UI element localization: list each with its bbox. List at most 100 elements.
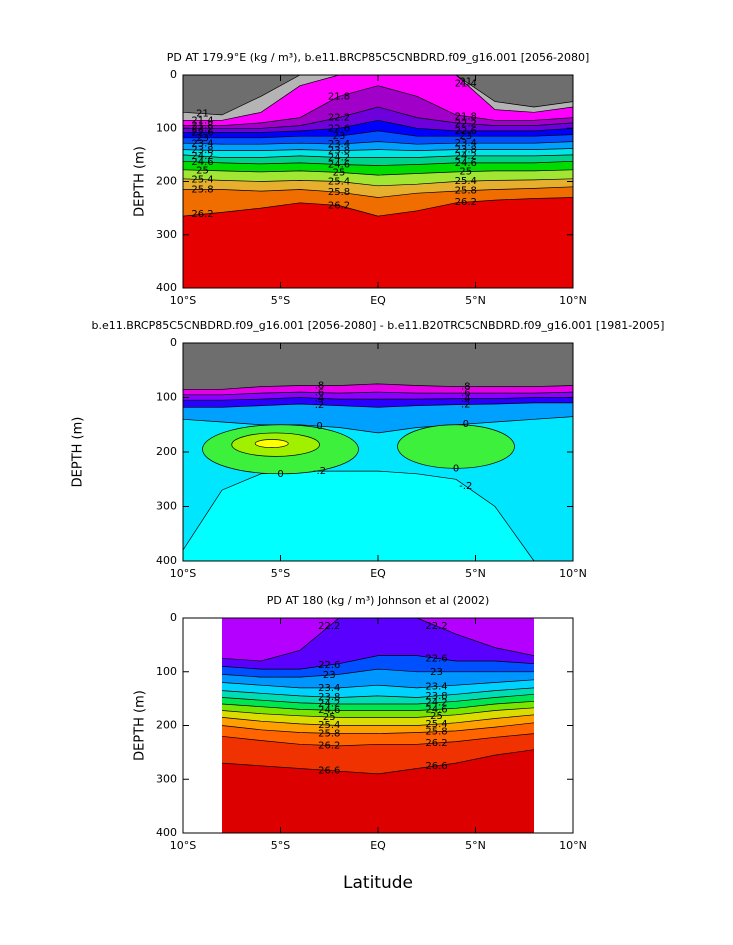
- contour-label: 0: [453, 463, 459, 474]
- contour-label: 24.2: [425, 698, 447, 709]
- contour-label: 23: [459, 131, 472, 142]
- y-axis-label: DEPTH (m): [133, 146, 148, 217]
- x-tick-label: 10°S: [170, 294, 196, 307]
- contour-label: 23.4: [425, 682, 447, 693]
- y-tick-label: 100: [156, 121, 177, 134]
- contour-label: 22.6: [191, 128, 213, 139]
- chart-title: PD AT 179.9°E (kg / m³), b.e11.BRCP85C5C…: [167, 51, 589, 64]
- contour-label: 25.4: [425, 719, 447, 730]
- contour-line: [221, 655, 535, 670]
- contour-line: [183, 141, 573, 145]
- x-tick-label: 10°N: [559, 567, 587, 580]
- contour-line: [221, 707, 535, 718]
- x-tick-label: EQ: [370, 294, 386, 307]
- x-tick-label: 5°S: [271, 567, 290, 580]
- contour-line: [183, 416, 573, 434]
- contour-line: [221, 668, 534, 678]
- contour-line: [221, 722, 535, 734]
- contour-label: .4: [315, 393, 325, 404]
- contour-label: 25: [459, 167, 472, 178]
- contour-label: 22.2: [191, 123, 213, 134]
- plot-area: [183, 343, 573, 561]
- x-tick-label: 5°S: [271, 294, 290, 307]
- contour-label: -.2: [313, 466, 326, 477]
- y-tick-label: 0: [170, 336, 177, 349]
- y-tick-label: 400: [156, 554, 177, 567]
- contour-line: [183, 85, 573, 126]
- contour-label: 21: [196, 109, 209, 120]
- contour-line: [183, 197, 573, 217]
- y-axis-label: DEPTH (m): [71, 417, 86, 488]
- contour-fill: [183, 471, 573, 561]
- contour-label: .4: [461, 394, 471, 405]
- contour-label: 24.6: [191, 157, 213, 168]
- contour-label: 21.8: [455, 111, 477, 122]
- contour-label: 24.2: [328, 153, 350, 164]
- contour-label: 25.4: [455, 176, 477, 187]
- contour-label: 23: [196, 133, 209, 144]
- contour-label: 22.6: [318, 660, 340, 671]
- x-tick-label: 10°N: [559, 294, 587, 307]
- contour-label: 26.6: [318, 766, 340, 777]
- contour-line: [221, 693, 535, 705]
- contour-line: [221, 618, 535, 662]
- contour-label: 23.8: [425, 691, 447, 702]
- x-tick-label: EQ: [370, 839, 386, 852]
- contour-line: [183, 154, 573, 158]
- contour-label: 23.4: [455, 138, 477, 149]
- contour-label: 22.2: [455, 119, 477, 130]
- contour-label: 25: [196, 165, 209, 176]
- contour-blob: [254, 439, 289, 448]
- contour-line: [183, 470, 573, 561]
- contour-label: 22.6: [455, 126, 477, 137]
- contour-label: 23: [323, 670, 336, 681]
- contour-label: 21.8: [328, 91, 350, 102]
- contour-line: [183, 130, 573, 139]
- contour-line: [183, 397, 573, 401]
- contour-label: 26.2: [191, 209, 213, 220]
- contour-line: [183, 383, 573, 390]
- contour-line: [183, 106, 573, 129]
- contour-line: [183, 119, 573, 133]
- contour-label: 25.8: [318, 728, 340, 739]
- y-tick-label: 200: [156, 175, 177, 188]
- contour-line: [183, 169, 573, 176]
- contour-label: .6: [315, 388, 325, 399]
- contour-label: 26.2: [328, 200, 350, 211]
- y-tick-label: 400: [156, 281, 177, 294]
- contour-label: 0: [316, 421, 322, 432]
- contour-label: 22.2: [328, 113, 350, 124]
- y-tick-label: 0: [170, 611, 177, 624]
- contour-label: 25.4: [328, 177, 350, 188]
- contour-line: [221, 700, 535, 711]
- contour-label: 22.6: [328, 123, 350, 134]
- y-tick-label: 300: [156, 500, 177, 513]
- contour-label: .8: [315, 381, 325, 392]
- contour-line: [221, 733, 535, 747]
- contour-label: 21.8: [191, 121, 213, 132]
- contour-label: 24.6: [425, 704, 447, 715]
- contour-label: 25.8: [425, 727, 447, 738]
- x-tick-label: EQ: [370, 567, 386, 580]
- contour-label: 23.8: [191, 145, 213, 156]
- contour-label: 23: [430, 667, 443, 678]
- contour-label: 21.4: [455, 79, 477, 90]
- contour-line: [221, 714, 535, 726]
- contour-label: 25: [323, 712, 336, 723]
- plot-area: [221, 618, 535, 833]
- contour-label: 25.8: [191, 184, 213, 195]
- contour-line: [221, 687, 535, 698]
- contour-label: 23: [333, 131, 346, 142]
- x-tick-label: 10°S: [170, 567, 196, 580]
- contour-label: 25.8: [455, 186, 477, 197]
- contour-label: .2: [461, 399, 471, 410]
- contour-label: 23.8: [455, 145, 477, 156]
- contour-label: 24.6: [328, 159, 350, 170]
- contour-line: [183, 178, 573, 187]
- contour-label: 23.4: [191, 139, 213, 150]
- contour-label: 25.4: [318, 720, 340, 731]
- contour-blob: [397, 424, 515, 469]
- x-tick-label: 5°S: [271, 839, 290, 852]
- contour-line: [221, 749, 535, 775]
